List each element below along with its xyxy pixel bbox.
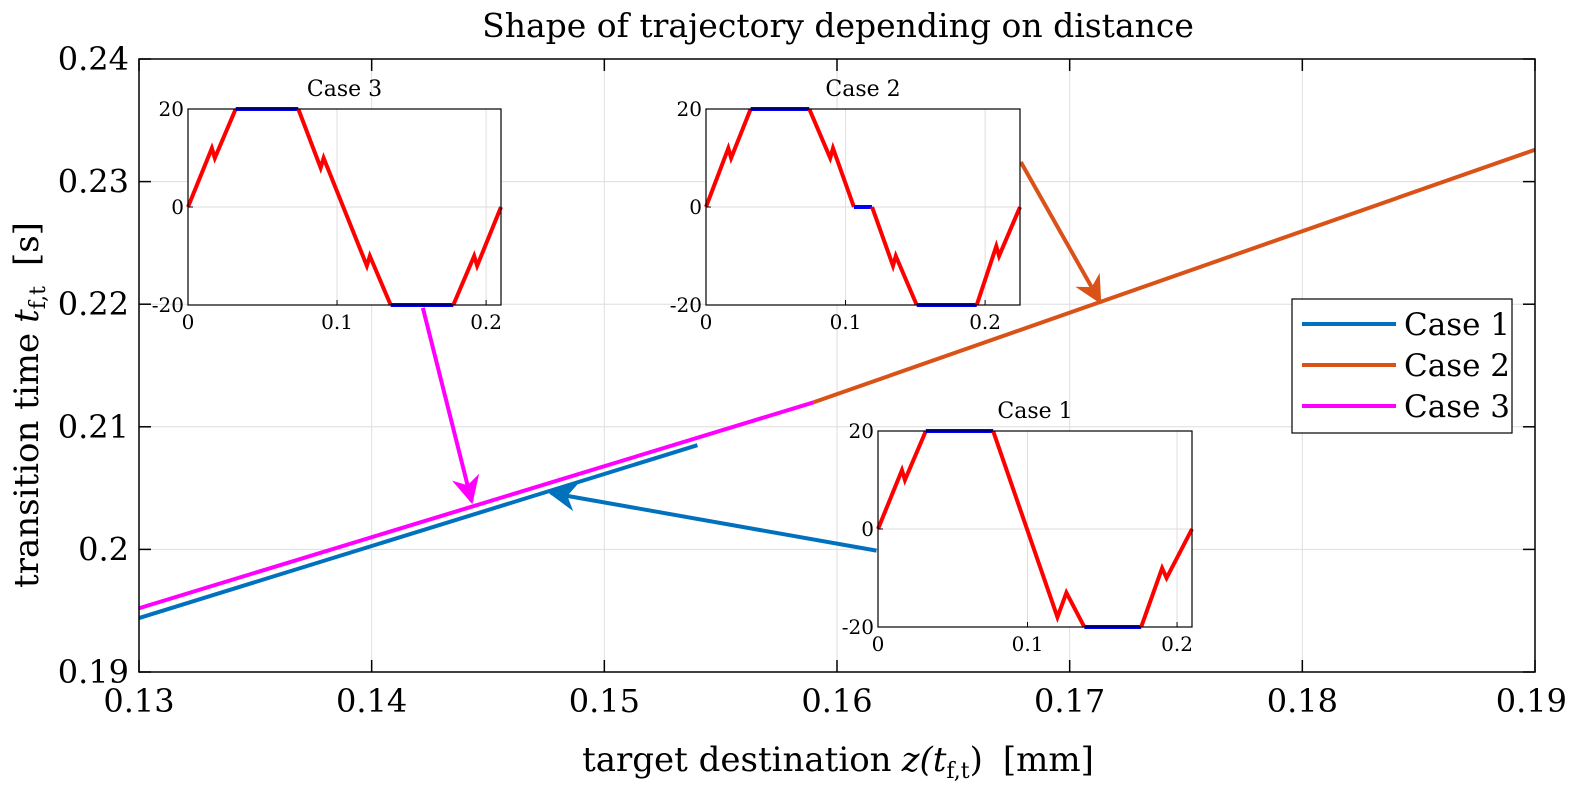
inset-x-tick-label: 0.1 [1012, 632, 1044, 656]
inset-ramp-segment [296, 108, 393, 306]
y-axis-label-unit: [s] [7, 222, 47, 266]
inset-ramp-segment [186, 108, 238, 208]
inset-x-tick-label: 0.1 [321, 310, 353, 334]
inset-ramp-segment [876, 430, 928, 530]
y-tick-label: 0.2 [78, 530, 129, 568]
x-axis-label-math: z(t [901, 740, 947, 780]
x-axis-label-sub: f,t [946, 759, 969, 784]
inset-ramp-segment [870, 206, 919, 306]
inset-ramp-segment [991, 430, 1087, 628]
inset-ramp-segment [807, 108, 856, 208]
inset-ramp-segment [974, 206, 1022, 306]
inset-title: Case 2 [825, 77, 900, 102]
inset-x-tick-label: 0 [872, 632, 885, 656]
y-tick-label: 0.24 [58, 40, 129, 78]
inset-y-tick-label: 0 [861, 517, 874, 541]
arrow-case-3 [420, 307, 480, 505]
inset-y-tick-label: 20 [849, 419, 874, 443]
x-axis-label-unit: [mm] [1003, 740, 1094, 780]
inset-x-tick-label: 0.2 [1161, 632, 1193, 656]
series-line-case-1 [138, 443, 698, 620]
legend: Case 1 Case 2 Case 3 [1291, 298, 1513, 434]
main-series [138, 147, 1536, 620]
inset-ramp-segment [704, 108, 753, 208]
inset-y-tick-label: -20 [152, 293, 184, 317]
inset-ramp-segment [451, 206, 503, 306]
x-tick-label: 0.17 [1034, 682, 1105, 720]
y-tick-label: 0.21 [58, 408, 129, 446]
y-axis-label: transition time tf,t [s] [7, 222, 51, 588]
legend-label: Case 1 [1404, 307, 1510, 343]
x-axis-label: target destination z(tf,t) [mm] [582, 740, 1094, 784]
arrow-case-1 [548, 483, 877, 553]
legend-label: Case 3 [1404, 389, 1510, 425]
legend-label: Case 2 [1404, 348, 1510, 384]
y-axis-label-math: t [7, 309, 47, 323]
inset-title: Case 3 [307, 77, 382, 102]
x-tick-label: 0.16 [801, 682, 872, 720]
inset-x-tick-label: 0 [700, 310, 713, 334]
inset-y-tick-label: -20 [842, 615, 874, 639]
inset-x-tick-label: 0.2 [969, 310, 1001, 334]
x-tick-label: 0.19 [1496, 682, 1567, 720]
inset-x-tick-label: 0 [182, 310, 195, 334]
annotation-arrows [420, 160, 1102, 553]
x-tick-label: 0.18 [1267, 682, 1338, 720]
inset-y-tick-label: -20 [670, 293, 702, 317]
inset-y-tick-label: 20 [677, 97, 702, 121]
y-axis-label-sub: f,t [26, 286, 51, 309]
inset-y-tick-label: 0 [171, 195, 184, 219]
series-line-case-3 [138, 400, 815, 611]
series-line-case-2 [813, 147, 1536, 405]
x-tick-label: 0.15 [569, 682, 640, 720]
x-tick-label: 0.13 [103, 682, 174, 720]
y-tick-label: 0.19 [58, 653, 129, 691]
y-tick-label: 0.22 [58, 285, 129, 323]
chart-title: Shape of trajectory depending on distanc… [482, 6, 1194, 45]
inset-y-tick-label: 20 [159, 97, 184, 121]
x-axis-label-close: ) [970, 740, 983, 780]
arrow-case-2 [1019, 160, 1102, 305]
inset-title: Case 1 [997, 399, 1072, 424]
y-tick-labels: 0.19 0.2 0.21 0.22 0.23 0.24 [58, 40, 129, 691]
main-axes [138, 58, 1536, 673]
x-axis-label-text: target destination [582, 740, 892, 780]
y-tick-label: 0.23 [58, 163, 129, 201]
inset-x-tick-label: 0.1 [830, 310, 862, 334]
inset-ramp-segment [1139, 528, 1194, 628]
y-axis-label-text: transition time [7, 333, 47, 588]
x-tick-label: 0.14 [336, 682, 407, 720]
inset-x-tick-label: 0.2 [470, 310, 502, 334]
inset-y-tick-label: 0 [689, 195, 702, 219]
x-tick-labels: 0.13 0.14 0.15 0.16 0.17 0.18 0.19 [103, 682, 1567, 720]
